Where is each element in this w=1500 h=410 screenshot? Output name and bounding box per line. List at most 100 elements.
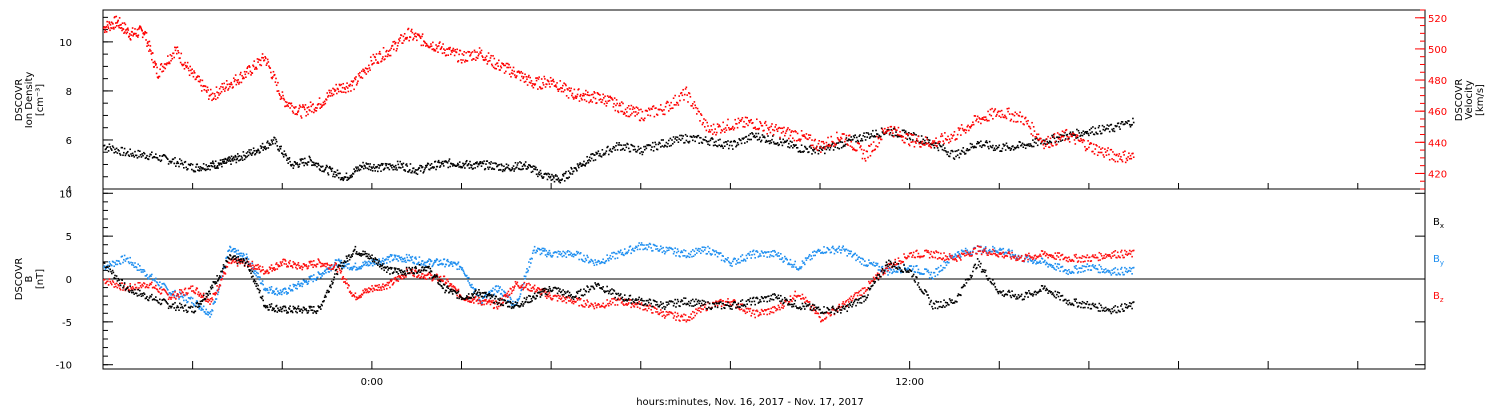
bz-point bbox=[287, 265, 289, 268]
velocity-point bbox=[363, 69, 366, 72]
velocity-point bbox=[638, 109, 640, 111]
density-point bbox=[1060, 140, 1062, 142]
by-point bbox=[860, 257, 862, 260]
density-point bbox=[950, 150, 953, 152]
by-point bbox=[259, 276, 261, 279]
velocity-point bbox=[759, 120, 761, 123]
density-point bbox=[270, 144, 272, 146]
density-point bbox=[742, 138, 744, 140]
velocity-point bbox=[408, 39, 410, 42]
density-point bbox=[896, 134, 898, 137]
velocity-point bbox=[898, 134, 901, 137]
density-point bbox=[513, 170, 515, 172]
velocity-point bbox=[551, 79, 554, 82]
density-point bbox=[399, 160, 402, 163]
velocity-point bbox=[880, 138, 883, 141]
by-point bbox=[880, 270, 882, 273]
velocity-point bbox=[163, 63, 166, 65]
by-point bbox=[806, 257, 809, 259]
by-point bbox=[261, 280, 264, 282]
velocity-point bbox=[187, 67, 190, 70]
velocity-point bbox=[957, 127, 960, 129]
bz-point bbox=[338, 267, 341, 270]
by-point bbox=[445, 263, 448, 266]
velocity-point bbox=[258, 59, 261, 61]
bz-point bbox=[300, 265, 303, 268]
velocity-point bbox=[316, 107, 318, 109]
by-point bbox=[524, 277, 526, 280]
by-point bbox=[778, 255, 781, 257]
by-point bbox=[285, 291, 288, 293]
bz-point bbox=[166, 292, 168, 295]
velocity-point bbox=[576, 93, 579, 96]
bz-point bbox=[297, 261, 300, 264]
velocity-point bbox=[552, 78, 555, 81]
density-point bbox=[483, 160, 485, 162]
velocity-point bbox=[574, 96, 576, 99]
velocity-point bbox=[518, 71, 521, 73]
by-point bbox=[745, 254, 748, 257]
density-point bbox=[631, 144, 633, 147]
density-point bbox=[995, 144, 997, 147]
by-point bbox=[188, 297, 191, 299]
by-point bbox=[637, 244, 640, 247]
velocity-point bbox=[395, 49, 398, 52]
by-point bbox=[282, 288, 285, 290]
velocity-point bbox=[1115, 154, 1117, 157]
velocity-point bbox=[599, 94, 601, 96]
velocity-point bbox=[666, 100, 668, 103]
velocity-point bbox=[168, 62, 171, 65]
density-point bbox=[656, 148, 659, 151]
bz-point bbox=[353, 294, 355, 297]
bz-point bbox=[274, 268, 277, 271]
bz-point bbox=[268, 266, 271, 269]
by-point bbox=[1078, 267, 1081, 269]
by-point bbox=[335, 259, 337, 262]
velocity-point bbox=[824, 146, 827, 148]
by-point bbox=[988, 248, 991, 251]
velocity-point bbox=[538, 76, 540, 78]
density-point bbox=[532, 165, 535, 167]
density-point bbox=[546, 178, 549, 181]
velocity-point bbox=[206, 86, 209, 89]
density-point bbox=[597, 150, 600, 153]
bz-point bbox=[226, 265, 229, 268]
velocity-point bbox=[1058, 133, 1061, 136]
bz-point bbox=[295, 266, 297, 269]
density-point bbox=[919, 142, 921, 144]
density-point bbox=[812, 150, 815, 152]
density-point bbox=[934, 142, 937, 144]
velocity-point bbox=[326, 92, 329, 94]
by-point bbox=[289, 284, 291, 287]
velocity-point bbox=[557, 90, 560, 92]
density-point bbox=[184, 160, 187, 163]
velocity-point bbox=[607, 100, 610, 102]
velocity-point bbox=[852, 148, 854, 151]
by-point bbox=[187, 296, 190, 299]
density-point bbox=[231, 157, 234, 160]
bz-point bbox=[210, 300, 213, 303]
density-point bbox=[242, 151, 245, 153]
by-point bbox=[1130, 267, 1133, 270]
velocity-point bbox=[622, 102, 624, 105]
by-point bbox=[538, 248, 541, 251]
density-point bbox=[592, 159, 595, 162]
by-point bbox=[657, 250, 660, 252]
density-point bbox=[490, 161, 492, 163]
velocity-point bbox=[668, 104, 671, 107]
velocity-point bbox=[980, 122, 982, 125]
density-point bbox=[168, 160, 171, 163]
by-point bbox=[291, 289, 294, 292]
by-point bbox=[1072, 271, 1074, 274]
velocity-point bbox=[1036, 133, 1038, 136]
density-point bbox=[933, 147, 936, 149]
density-point bbox=[872, 135, 875, 138]
bz-point bbox=[371, 285, 373, 287]
by-point bbox=[325, 268, 328, 271]
by-point bbox=[819, 249, 821, 252]
velocity-point bbox=[1128, 157, 1131, 160]
velocity-point bbox=[808, 137, 811, 139]
density-point bbox=[353, 170, 356, 173]
bz-point bbox=[282, 258, 285, 261]
by-point bbox=[394, 254, 397, 257]
